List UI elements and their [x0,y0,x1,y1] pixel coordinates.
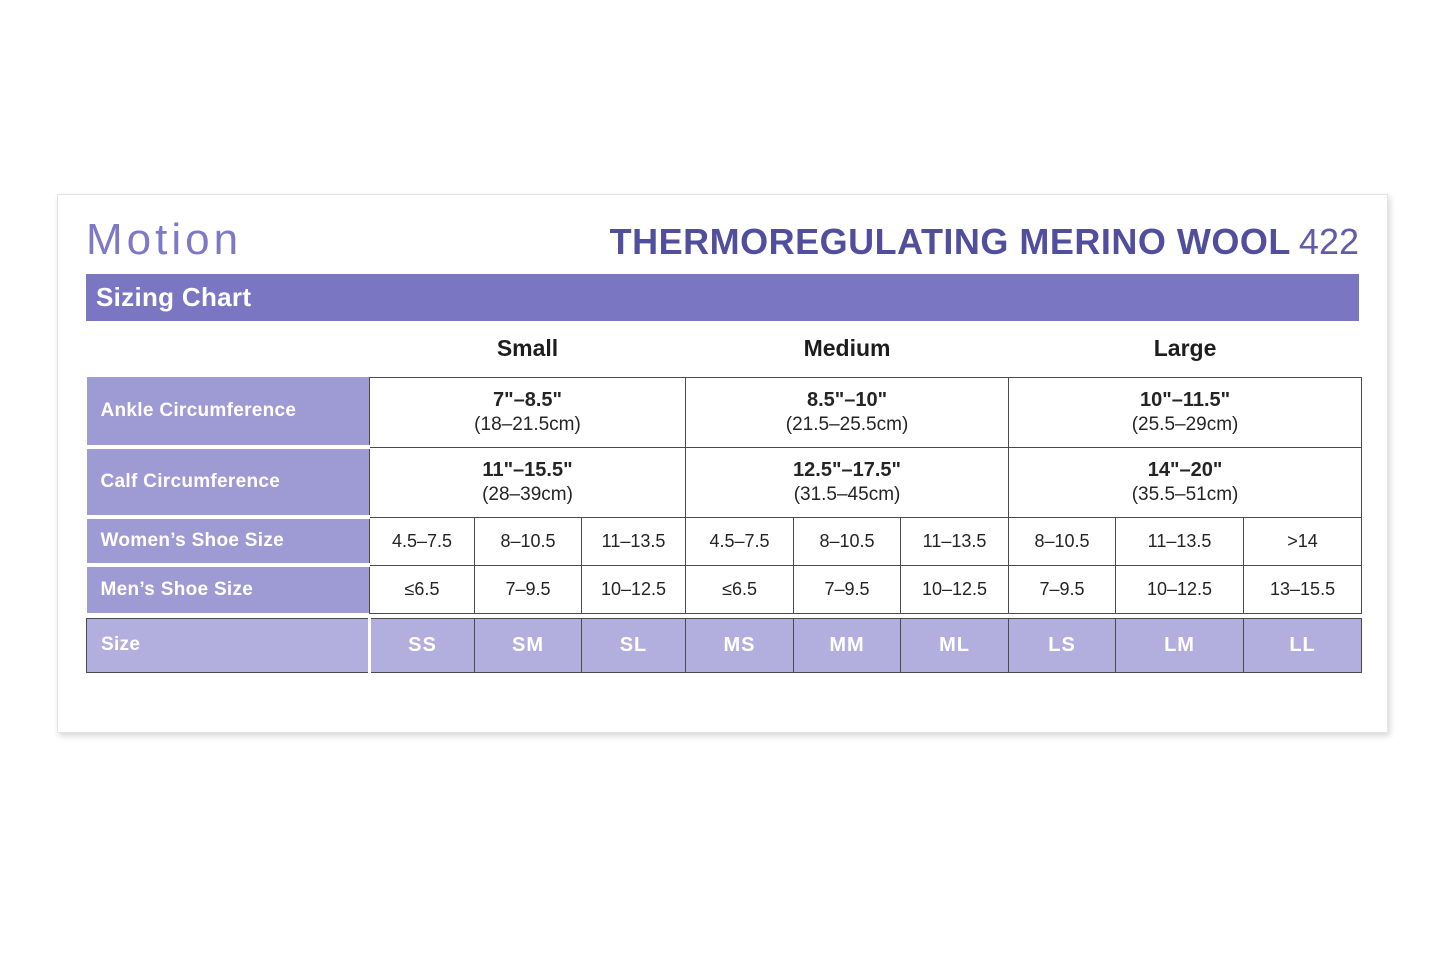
size-code-cell: MM [793,617,902,673]
womens-shoe-cell: 11–13.5 [900,516,1010,566]
row-label-mens-shoe: Men’s Shoe Size [86,565,370,613]
size-code-cell: SS [369,617,475,673]
mens-shoe-cell: 10–12.5 [1115,564,1245,614]
womens-shoe-cell: 4.5–7.5 [369,516,475,566]
womens-shoe-cell: 11–13.5 [1115,516,1245,566]
mens-shoe-cell: ≤6.5 [685,564,795,614]
row-label-womens-shoe: Women’s Shoe Size [86,517,370,567]
size-code-cell: LS [1008,617,1117,673]
ankle-large-cell: 10"–11.5" (25.5–29cm) [1008,376,1363,448]
womens-shoe-cell: >14 [1243,516,1363,566]
sizing-chart-banner: Sizing Chart [86,274,1359,321]
row-label-ankle: Ankle Circumference [86,377,370,449]
mens-shoe-cell: 10–12.5 [900,564,1010,614]
sizing-table: Small Medium Large Ankle Circumference 7… [86,321,1363,673]
calf-large-inches: 14"–20" [1147,458,1223,481]
ankle-small-cell: 7"–8.5" (18–21.5cm) [368,376,687,448]
size-code-cell: LM [1115,617,1245,673]
womens-shoe-cell: 11–13.5 [580,516,687,566]
ankle-large-inches: 10"–11.5" [1139,388,1231,411]
ankle-small-cm: (18–21.5cm) [474,413,581,435]
calf-small-cell: 11"–15.5" (28–39cm) [368,446,687,518]
womens-shoe-cell: 8–10.5 [474,516,582,566]
size-code-cell: SM [474,617,582,673]
calf-medium-inches: 12.5"–17.5" [793,458,901,481]
product-model-number: 422 [1298,221,1359,262]
ankle-medium-inches: 8.5"–10" [806,388,888,411]
calf-medium-cm: (31.5–45cm) [793,483,901,505]
sizing-chart-card: Motion THERMOREGULATING MERINO WOOL 422 S… [57,194,1388,733]
row-label-size: Size [86,617,371,673]
mens-shoe-cell: 7–9.5 [474,564,582,614]
calf-small-inches: 11"–15.5" [482,458,573,481]
group-header-medium: Medium [803,335,891,362]
mens-shoe-cell: 13–15.5 [1243,564,1363,614]
mens-shoe-cell: 10–12.5 [580,564,687,614]
table-row-size: Size SS SM SL MS MM ML LS LM LL [86,617,1363,673]
header-row: Motion THERMOREGULATING MERINO WOOL 422 [86,195,1359,267]
group-header-large: Large [1153,335,1217,362]
product-title-text: THERMOREGULATING MERINO WOOL [609,221,1291,262]
calf-small-cm: (28–39cm) [482,483,573,505]
calf-medium-cell: 12.5"–17.5" (31.5–45cm) [685,446,1010,518]
size-code-cell: MS [685,617,795,673]
product-title: THERMOREGULATING MERINO WOOL 422 [610,221,1359,263]
mens-shoe-cell: ≤6.5 [369,564,475,614]
ankle-medium-cm: (21.5–25.5cm) [785,413,909,435]
calf-large-cell: 14"–20" (35.5–51cm) [1008,446,1363,518]
calf-large-cm: (35.5–51cm) [1131,483,1239,505]
group-header-small: Small [496,335,559,362]
row-label-calf: Calf Circumference [86,447,370,519]
ankle-medium-cell: 8.5"–10" (21.5–25.5cm) [685,376,1010,448]
table-row-mens-shoe: Men’s Shoe Size ≤6.5 7–9.5 10–12.5 ≤6.5 … [86,564,1363,614]
size-code-cell: SL [580,617,687,673]
brand-logo: Motion [86,215,243,264]
ankle-large-cm: (25.5–29cm) [1131,413,1239,435]
mens-shoe-cell: 7–9.5 [1008,564,1117,614]
group-header-row: Small Medium Large [87,321,1362,377]
womens-shoe-cell: 4.5–7.5 [685,516,795,566]
table-row-womens-shoe: Women’s Shoe Size 4.5–7.5 8–10.5 11–13.5… [86,516,1363,567]
ankle-small-inches: 7"–8.5" [493,388,563,411]
table-row-ankle: Ankle Circumference 7"–8.5" (18–21.5cm) … [86,376,1363,449]
table-row-calf: Calf Circumference 11"–15.5" (28–39cm) 1… [86,446,1363,519]
mens-shoe-cell: 7–9.5 [793,564,902,614]
banner-title: Sizing Chart [96,282,252,312]
womens-shoe-cell: 8–10.5 [793,516,902,566]
size-code-cell: ML [900,617,1010,673]
size-code-cell: LL [1243,617,1363,673]
womens-shoe-cell: 8–10.5 [1008,516,1117,566]
group-header-spacer [87,321,370,377]
